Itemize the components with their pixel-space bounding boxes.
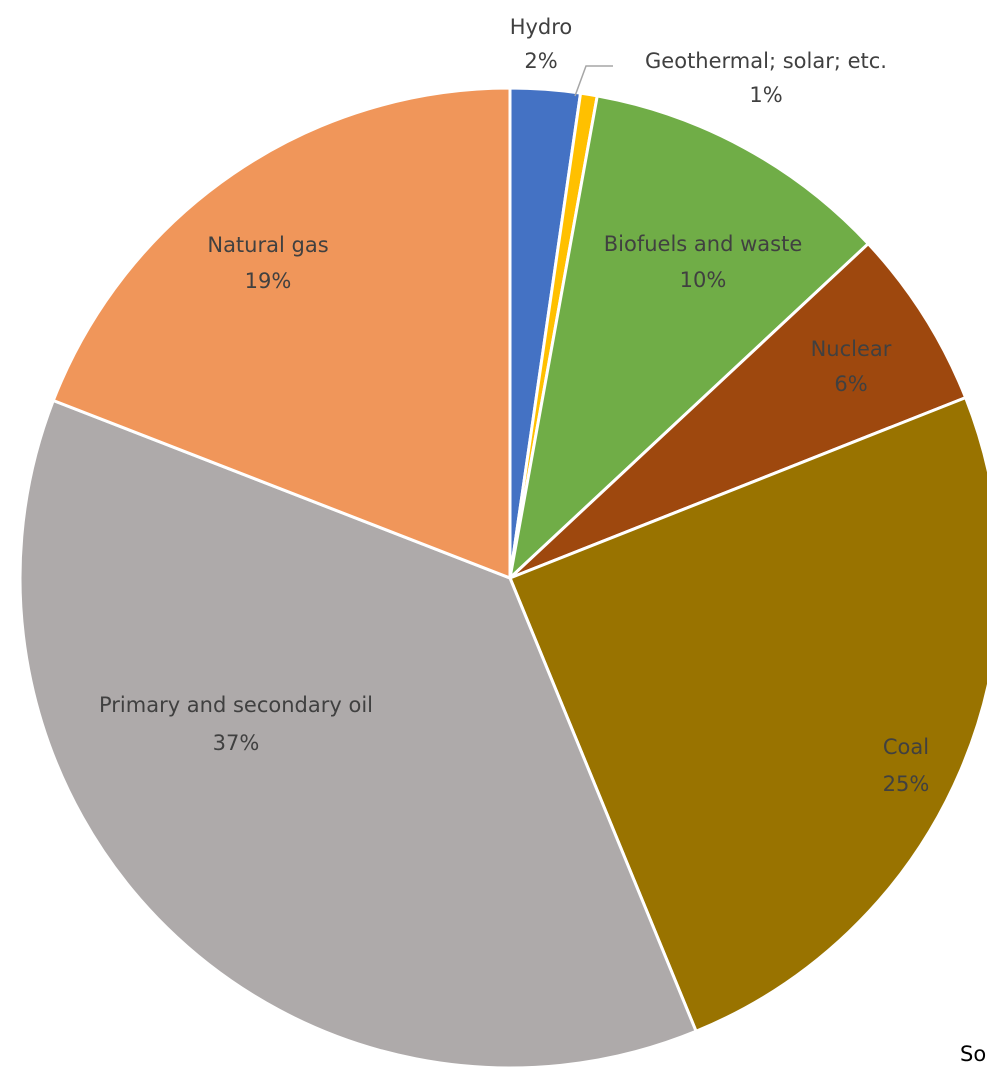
pie-slice-primary-and-secondary-oil: [18, 398, 698, 1070]
slice-value-label-geothermal-solar-etc: 1%: [749, 83, 782, 107]
leader-line-geothermal-solar-etc: [574, 65, 613, 97]
slice-label-nuclear: Nuclear: [811, 337, 892, 361]
slice-value-label-coal: 25%: [883, 772, 930, 796]
slice-label-natural-gas: Natural gas: [207, 233, 328, 257]
slice-labels: Hydro 2% Geothermal; solar; etc. 1% Biofuels…: [99, 15, 929, 796]
slice-value-label-primary-and-secondary-oil: 37%: [213, 731, 260, 755]
slice-label-primary-and-secondary-oil: Primary and secondary oil: [99, 693, 373, 717]
slice-value-label-natural-gas: 19%: [245, 269, 292, 293]
slice-value-label-hydro: 2%: [524, 49, 557, 73]
pie-slice-nuclear: [508, 242, 968, 580]
pie-slice-coal: [508, 396, 987, 1033]
slice-value-label-biofuels-and-waste: 10%: [680, 268, 727, 292]
source-text: So: [960, 1042, 987, 1066]
slice-value-label-nuclear: 6%: [834, 372, 867, 396]
pie-slice-natural-gas: [51, 86, 512, 580]
leader-lines: [574, 65, 613, 97]
slice-label-coal: Coal: [883, 735, 929, 759]
slice-label-geothermal-solar-etc: Geothermal; solar; etc.: [645, 49, 887, 73]
pie-slices: [18, 86, 987, 1070]
pie-slice-biofuels-and-waste: [508, 94, 870, 580]
slice-label-biofuels-and-waste: Biofuels and waste: [604, 232, 803, 256]
slice-label-hydro: Hydro: [510, 15, 573, 39]
